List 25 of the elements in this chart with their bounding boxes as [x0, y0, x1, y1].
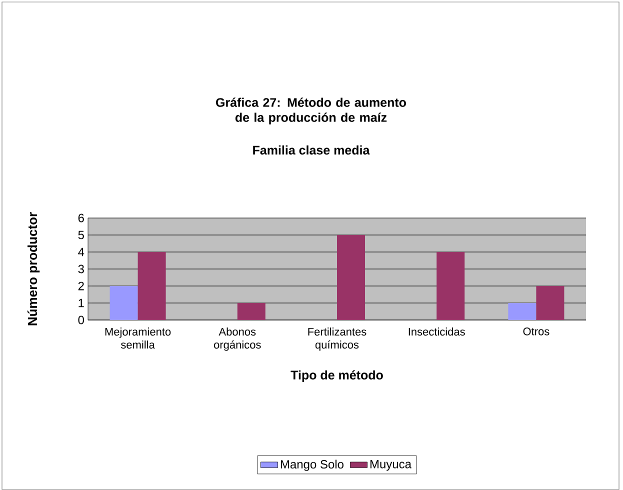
chart-subtitle: Familia clase media	[253, 145, 370, 155]
x-tick-label: Insecticidas	[408, 328, 465, 336]
bar	[138, 252, 166, 320]
x-tick-label: Mejoramiento semilla	[105, 328, 171, 349]
x-tick-label: Fertilizantes químicos	[308, 328, 366, 351]
bar	[436, 252, 465, 320]
bar	[508, 303, 536, 320]
bar	[110, 286, 138, 320]
y-tick-label: 0	[78, 316, 84, 324]
x-tick-label: Otros	[523, 328, 550, 336]
y-tick-label: 5	[78, 230, 84, 240]
y-tick-label: 2	[78, 282, 84, 290]
bar	[237, 303, 266, 320]
chart-title: Gráfica 27: Método de aumento de la producción de maíz	[216, 98, 406, 124]
y-tick-label: 1	[78, 298, 84, 308]
legend-label: Muyuca	[370, 460, 412, 471]
y-tick-label: 4	[78, 248, 84, 256]
y-axis-title: Número productor	[27, 212, 40, 326]
bar	[337, 235, 365, 320]
bar	[536, 286, 564, 320]
legend-label: Mango Solo	[280, 460, 344, 471]
x-tick-label: Abonos orgánicos	[214, 328, 261, 351]
y-tick-label: 6	[78, 214, 84, 222]
y-tick-label: 3	[78, 264, 84, 274]
x-axis-title: Tipo de método	[290, 370, 383, 382]
